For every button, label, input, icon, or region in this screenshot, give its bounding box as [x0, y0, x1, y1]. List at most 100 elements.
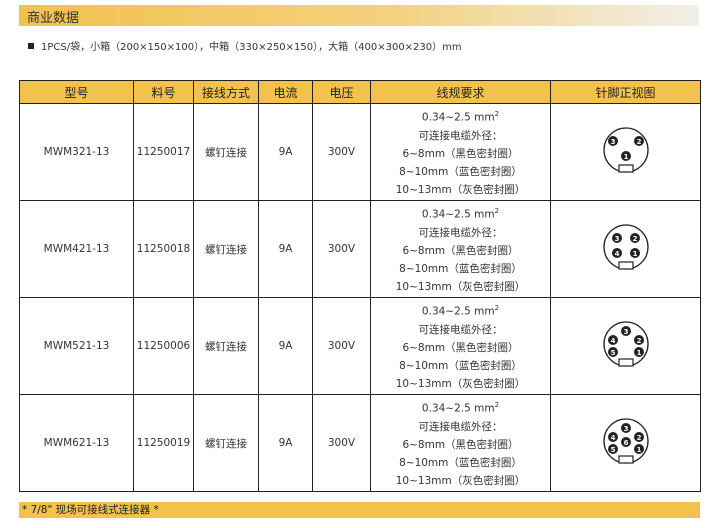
svg-text:3: 3	[623, 328, 628, 336]
wire-spec-line: 10~13mm（灰色密封圈）	[395, 474, 526, 487]
wire-gauge: 0.34~2.5 mm	[421, 208, 495, 221]
pin-5: 5	[607, 346, 618, 357]
svg-text:1: 1	[636, 349, 641, 357]
part-number: 11250019	[133, 394, 194, 492]
footer-note: * 7/8" 现场可接线式连接器 *	[19, 502, 700, 518]
pin-6: 6	[620, 436, 631, 447]
packaging-text: 1PCS/袋，小箱（200×150×100），中箱（330×250×150），大…	[41, 42, 462, 53]
wire-spec-line: 6~8mm（黑色密封圈）	[402, 147, 519, 160]
voltage: 300V	[312, 200, 371, 298]
col-pin-view: 针脚正视图	[550, 80, 701, 104]
svg-text:2: 2	[636, 434, 641, 442]
pin-1: 1	[629, 247, 640, 258]
wire-spec-line: 8~10mm（蓝色密封圈）	[399, 359, 522, 372]
pin-1: 1	[633, 346, 644, 357]
model: MWM521-13	[19, 297, 134, 395]
packaging-info: 1PCS/袋，小箱（200×150×100），中箱（330×250×150），大…	[28, 38, 462, 53]
svg-text:2: 2	[636, 138, 641, 146]
col-part: 料号	[133, 80, 194, 104]
connector-pinout-icon: 1 234 56	[602, 417, 649, 464]
current: 9A	[258, 200, 313, 298]
pin-4: 4	[611, 247, 622, 258]
table-row: MWM521-13 11250006 螺钉连接 9A 300V 0.34~2.5 mm2 可…	[19, 297, 701, 395]
wire-spec-line: 6~8mm（黑色密封圈）	[402, 438, 519, 451]
model: MWM421-13	[19, 200, 134, 298]
voltage: 300V	[312, 297, 371, 395]
svg-text:3: 3	[614, 235, 619, 243]
wire-spec-line: 6~8mm（黑色密封圈）	[402, 341, 519, 354]
table-row: MWM321-13 11250017 螺钉连接 9A 300V 0.34~2.5 mm2 可…	[19, 103, 701, 201]
pin-3: 3	[607, 135, 618, 146]
svg-text:3: 3	[623, 425, 628, 433]
table-header: 型号 料号 接线方式 电流 电压 线规要求 针脚正视图	[19, 80, 701, 104]
svg-text:1: 1	[636, 446, 641, 454]
pin-2: 2	[633, 135, 644, 146]
pin-2: 2	[633, 431, 644, 442]
section-title-bar: 商业数据	[19, 5, 699, 26]
wire-spec-line: 10~13mm（灰色密封圈）	[395, 280, 526, 293]
gauge-superscript: 2	[494, 110, 500, 119]
svg-text:2: 2	[632, 235, 637, 243]
svg-text:1: 1	[623, 153, 628, 161]
gauge-superscript: 2	[494, 304, 500, 313]
pin-view: 1 2 3 4	[550, 200, 701, 298]
col-current: 电流	[258, 80, 313, 104]
gauge-superscript: 2	[494, 401, 500, 410]
wiring-method: 螺钉连接	[193, 297, 259, 395]
svg-text:6: 6	[623, 439, 628, 447]
pin-3: 3	[620, 422, 631, 433]
part-number: 11250018	[133, 200, 194, 298]
wiring-method: 螺钉连接	[193, 103, 259, 201]
wire-spec-line: 可连接电缆外径：	[418, 323, 503, 336]
wire-spec-line: 8~10mm（蓝色密封圈）	[399, 456, 522, 469]
col-wiring: 接线方式	[193, 80, 259, 104]
table-row: MWM421-13 11250018 螺钉连接 9A 300V 0.34~2.5 mm2 可…	[19, 200, 701, 298]
wire-spec: 0.34~2.5 mm2 可连接电缆外径： 6~8mm（黑色密封圈） 8~10mm（蓝…	[370, 103, 551, 201]
wire-spec-line: 10~13mm（灰色密封圈）	[395, 377, 526, 390]
wire-spec: 0.34~2.5 mm2 可连接电缆外径： 6~8mm（黑色密封圈） 8~10mm（蓝…	[370, 200, 551, 298]
section-title: 商业数据	[27, 11, 80, 26]
col-wire-spec: 线规要求	[370, 80, 551, 104]
wire-spec-line: 6~8mm（黑色密封圈）	[402, 244, 519, 257]
svg-text:4: 4	[614, 250, 619, 258]
pin-5: 5	[607, 443, 618, 454]
pin-4: 4	[607, 431, 618, 442]
svg-text:3: 3	[610, 138, 615, 146]
product-table: 型号 料号 接线方式 电流 电压 线规要求 针脚正视图 MWM321-13 112…	[19, 80, 701, 492]
gauge-superscript: 2	[494, 207, 500, 216]
wire-gauge: 0.34~2.5 mm	[421, 111, 495, 124]
pin-2: 2	[629, 232, 640, 243]
wire-spec-line: 可连接电缆外径：	[418, 226, 503, 239]
wire-gauge: 0.34~2.5 mm	[421, 305, 495, 318]
wire-spec-line: 8~10mm（蓝色密封圈）	[399, 165, 522, 178]
wire-spec-line: 可连接电缆外径：	[418, 129, 503, 142]
svg-text:5: 5	[610, 349, 615, 357]
wire-spec: 0.34~2.5 mm2 可连接电缆外径： 6~8mm（黑色密封圈） 8~10mm（蓝…	[370, 297, 551, 395]
wiring-method: 螺钉连接	[193, 394, 259, 492]
pin-3: 3	[620, 325, 631, 336]
pin-2: 2	[633, 334, 644, 345]
wire-gauge: 0.34~2.5 mm	[421, 402, 495, 415]
pin-1: 1	[620, 150, 631, 161]
current: 9A	[258, 394, 313, 492]
model: MWM621-13	[19, 394, 134, 492]
wire-spec-line: 10~13mm（灰色密封圈）	[395, 183, 526, 196]
svg-text:4: 4	[610, 337, 615, 345]
current: 9A	[258, 103, 313, 201]
wiring-method: 螺钉连接	[193, 200, 259, 298]
connector-pinout-icon: 1 234 5	[602, 320, 649, 367]
connector-pinout-icon: 1 2 3 4	[602, 223, 649, 270]
bullet-square-icon	[28, 42, 34, 49]
voltage: 300V	[312, 394, 371, 492]
svg-text:4: 4	[610, 434, 615, 442]
pin-1: 1	[633, 443, 644, 454]
svg-text:2: 2	[636, 337, 641, 345]
pin-3: 3	[611, 232, 622, 243]
col-model: 型号	[19, 80, 134, 104]
part-number: 11250017	[133, 103, 194, 201]
wire-spec-line: 8~10mm（蓝色密封圈）	[399, 262, 522, 275]
connector-pinout-icon: 12 3	[602, 126, 649, 173]
